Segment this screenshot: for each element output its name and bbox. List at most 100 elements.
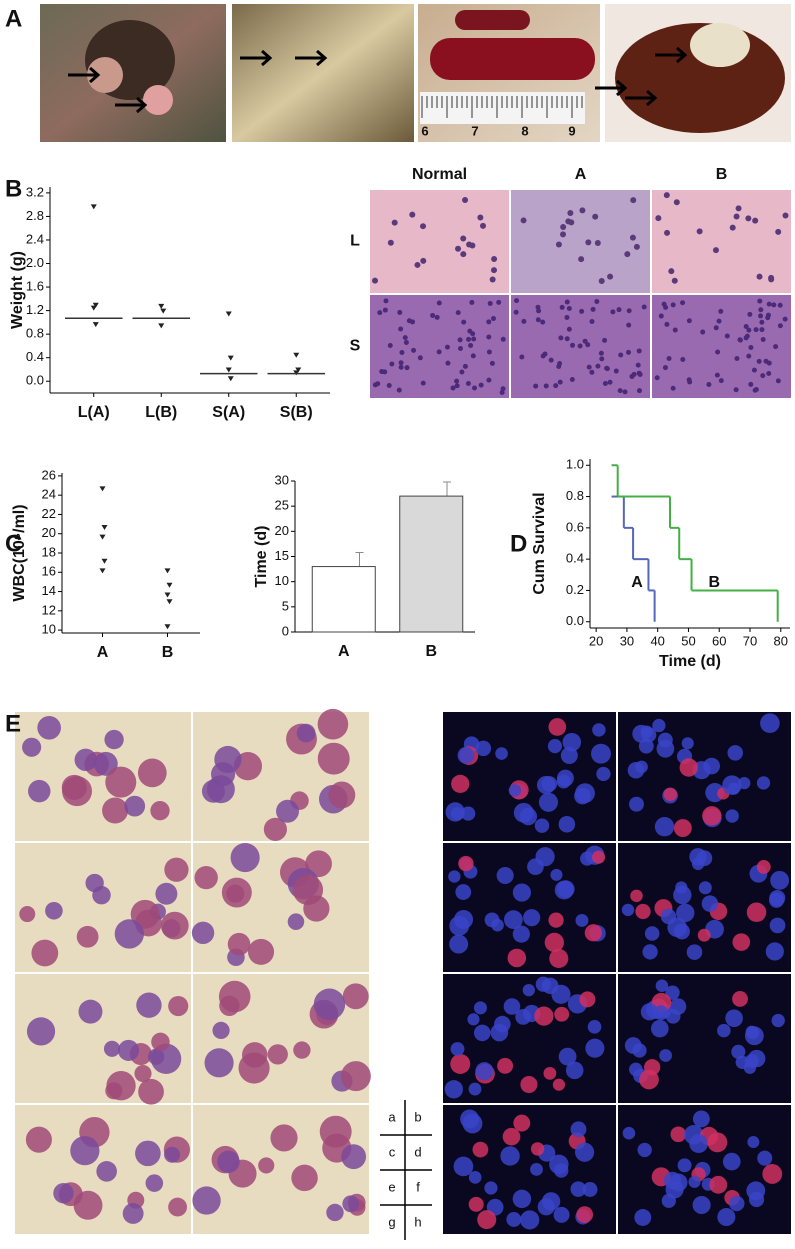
cell [762, 1164, 783, 1184]
nucleus [560, 224, 567, 231]
point [99, 568, 106, 574]
nucleus [455, 245, 462, 252]
cell [732, 933, 751, 951]
cell [124, 795, 146, 817]
nucleus [436, 300, 442, 306]
cell [230, 842, 260, 873]
cell [591, 743, 611, 764]
point [164, 568, 171, 574]
cell [574, 1142, 595, 1162]
nucleus [455, 310, 461, 316]
y-tick-label: 12 [42, 602, 56, 617]
nucleus [624, 251, 631, 258]
cell [342, 1195, 360, 1213]
x-tick-label: 50 [681, 633, 695, 648]
nucleus [496, 299, 502, 305]
cell [122, 1203, 144, 1224]
y-tick-label: 25 [275, 498, 289, 513]
cell [570, 1121, 587, 1138]
cell [504, 910, 523, 929]
cell [451, 774, 470, 793]
cell [660, 908, 677, 925]
photo-detail [87, 57, 123, 93]
cell [548, 912, 564, 928]
histology-image [370, 295, 509, 398]
nucleus [635, 362, 641, 368]
nucleus [670, 385, 676, 391]
y-tick-label: 1.2 [26, 302, 44, 317]
nucleus [729, 224, 736, 231]
nucleus [540, 319, 546, 325]
cell [627, 761, 645, 779]
cell [665, 985, 680, 1000]
y-tick-label: 3.2 [26, 184, 44, 199]
cell [444, 1080, 464, 1099]
histology-image [511, 190, 650, 293]
nucleus [718, 378, 724, 384]
cell [211, 762, 236, 787]
column-header: Normal [412, 166, 467, 183]
nucleus [372, 277, 379, 284]
cell [520, 1210, 540, 1230]
cell [313, 988, 346, 1020]
nucleus [757, 298, 763, 304]
cell [512, 1189, 532, 1209]
nucleus [414, 261, 421, 268]
nucleus [469, 299, 475, 305]
nucleus [718, 308, 724, 314]
nucleus [398, 364, 404, 370]
cell [534, 1006, 554, 1026]
cell [134, 1064, 152, 1083]
nucleus [461, 319, 467, 325]
nucleus [457, 346, 463, 352]
nucleus [450, 385, 456, 391]
nucleus [486, 349, 492, 355]
nucleus [462, 363, 468, 369]
point [101, 558, 108, 564]
nucleus [555, 241, 562, 248]
nucleus [553, 383, 559, 389]
nucleus [607, 273, 614, 280]
panel-label: C [5, 530, 22, 557]
y-axis-label: WBC(10⁶/ml) [11, 504, 28, 601]
nucleus [558, 335, 564, 341]
key-letter: h [414, 1214, 421, 1229]
column-header: B [716, 166, 728, 183]
nucleus [513, 309, 519, 315]
cell [769, 917, 786, 934]
cell [677, 1158, 692, 1173]
nucleus [664, 229, 671, 236]
cell [746, 902, 767, 923]
photo [232, 4, 414, 142]
panel-label: A [5, 5, 22, 32]
nucleus [775, 378, 781, 384]
point [227, 355, 234, 361]
cell [681, 737, 694, 750]
nucleus [466, 336, 472, 342]
nucleus [747, 311, 753, 317]
point [227, 376, 234, 382]
cell [522, 983, 535, 997]
cell [692, 1195, 711, 1215]
cell [76, 925, 99, 948]
nucleus [744, 333, 750, 339]
cell [217, 1150, 240, 1173]
cell [342, 983, 369, 1010]
y-tick-label: 0.4 [566, 551, 584, 566]
nucleus [716, 318, 722, 324]
nucleus [444, 344, 450, 350]
nucleus [752, 217, 759, 224]
nucleus [715, 349, 721, 355]
y-tick-label: 0.0 [566, 613, 584, 628]
cell [676, 903, 695, 923]
nucleus [489, 276, 496, 283]
key-letter: d [414, 1144, 421, 1159]
nucleus [751, 367, 757, 373]
nucleus [409, 211, 416, 218]
point [101, 524, 108, 530]
cell [538, 792, 559, 812]
cell [503, 998, 521, 1015]
nucleus [589, 319, 595, 325]
cell [31, 939, 59, 967]
x-tick-label: 30 [620, 633, 634, 648]
